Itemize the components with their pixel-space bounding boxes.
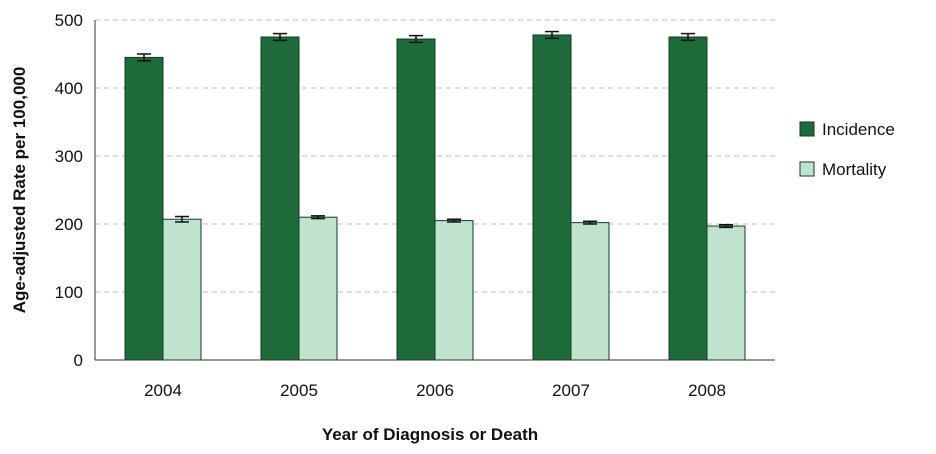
y-tick-label: 400	[55, 79, 83, 98]
bar-incidence-2005	[260, 36, 300, 361]
legend-label-incidence: Incidence	[822, 120, 895, 139]
bar-incidence-2008	[668, 36, 708, 361]
x-tick-label: 2006	[416, 381, 454, 400]
legend-swatch-mortality	[799, 161, 815, 177]
y-tick-label: 300	[55, 147, 83, 166]
x-axis-title: Year of Diagnosis or Death	[322, 425, 538, 444]
x-tick-label: 2008	[688, 381, 726, 400]
legend-label-mortality: Mortality	[822, 160, 887, 179]
bar-incidence-2006	[396, 38, 436, 361]
bars	[124, 30, 746, 361]
axes: 0 100 200 300 400 500 2004 2005 2006 2007 2008	[55, 11, 775, 400]
legend-swatch-incidence	[799, 121, 815, 137]
bar-mortality-2008	[706, 225, 746, 361]
y-tick-label: 500	[55, 11, 83, 30]
bar-mortality-2005	[298, 216, 338, 361]
bar-mortality-2006	[434, 220, 474, 361]
y-tick-label: 200	[55, 215, 83, 234]
y-tick-label: 0	[74, 351, 83, 370]
x-tick-label: 2004	[144, 381, 182, 400]
y-tick-label: 100	[55, 283, 83, 302]
x-tick-label: 2005	[280, 381, 318, 400]
bar-mortality-2004	[162, 218, 202, 361]
x-tick-label: 2007	[552, 381, 590, 400]
legend: Incidence Mortality	[799, 120, 895, 179]
y-axis-title: Age-adjusted Rate per 100,000	[10, 67, 29, 314]
bar-incidence-2007	[532, 34, 572, 361]
bar-incidence-2004	[124, 56, 164, 361]
bar-mortality-2007	[570, 222, 610, 361]
